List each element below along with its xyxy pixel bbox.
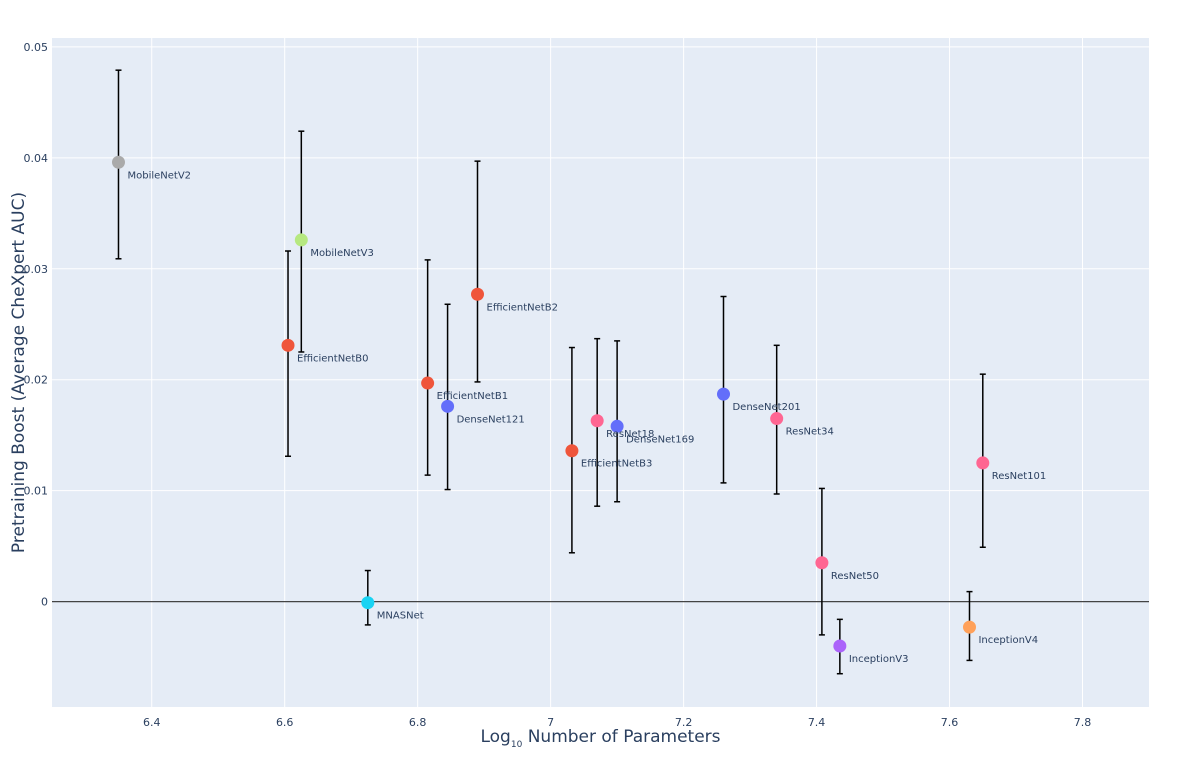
data-point [281,338,295,352]
y-tick-label: 0.01 [24,485,49,498]
point-label: MNASNet [377,611,424,622]
plot-area [52,38,1149,707]
data-point [770,412,784,426]
data-point [361,596,375,610]
data-point [421,376,435,390]
point-label: ResNet18 [606,429,654,440]
data-points [111,155,990,653]
y-tick-label: 0.05 [24,41,49,54]
x-axis-ticks: 6.4 6.6 6.8 7 7.2 7.4 7.6 7.8 [143,716,1091,729]
x-tick-label: 6.4 [143,716,161,729]
point-label: ResNet50 [831,571,879,582]
x-tick-label: 7.4 [808,716,826,729]
error-bar [444,303,451,491]
y-tick-label: 0.02 [24,374,49,387]
point-label: InceptionV4 [978,635,1038,646]
data-point [565,444,579,458]
x-tick-label: 7.6 [941,716,959,729]
point-label: DenseNet169 [626,434,694,445]
point-label: EfficientNetB0 [297,353,368,364]
x-axis-title-rest: Number of Parameters [522,727,720,747]
y-tick-label: 0.04 [24,152,49,165]
point-label: EfficientNetB2 [487,302,558,313]
x-axis-title-subscript: 10 [511,740,523,750]
point-label: MobileNetV3 [310,248,374,259]
data-point [590,414,604,428]
point-label: DenseNet201 [732,402,800,413]
x-axis-title-main: Log [480,727,510,747]
x-tick-label: 6.8 [409,716,427,729]
x-tick-label: 7.8 [1074,716,1092,729]
data-point [716,387,730,401]
point-label: EfficientNetB3 [581,459,652,470]
grid-lines [52,38,1149,707]
data-point [976,456,990,470]
data-point [610,419,624,433]
data-point [962,620,976,634]
point-label: MobileNetV2 [127,170,191,181]
y-axis-ticks: 0 0.01 0.02 0.03 0.04 0.05 [24,41,49,609]
point-label: EfficientNetB1 [437,391,508,402]
data-point [815,556,829,570]
point-label: ResNet34 [786,427,834,438]
y-axis-title: Pretraining Boost (Average CheXpert AUC) [9,192,29,553]
point-label: InceptionV3 [849,654,909,665]
x-tick-label: 7.2 [675,716,693,729]
data-point [294,233,308,247]
y-tick-label: 0 [41,596,48,609]
point-labels: MobileNetV2 MobileNetV3 EfficientNetB0 Effi… [127,170,1046,665]
y-tick-label: 0.03 [24,263,49,276]
point-label: DenseNet121 [457,414,525,425]
data-point [111,155,125,169]
point-label: ResNet101 [992,471,1047,482]
error-bar [285,250,292,458]
data-point [441,399,455,413]
x-axis-title: Log10 Number of Parameters [480,727,720,750]
x-tick-label: 6.6 [276,716,294,729]
data-point [471,287,485,301]
error-bar [474,160,481,383]
error-bar [424,259,431,476]
data-point [833,639,847,653]
x-tick-label: 7 [547,716,554,729]
